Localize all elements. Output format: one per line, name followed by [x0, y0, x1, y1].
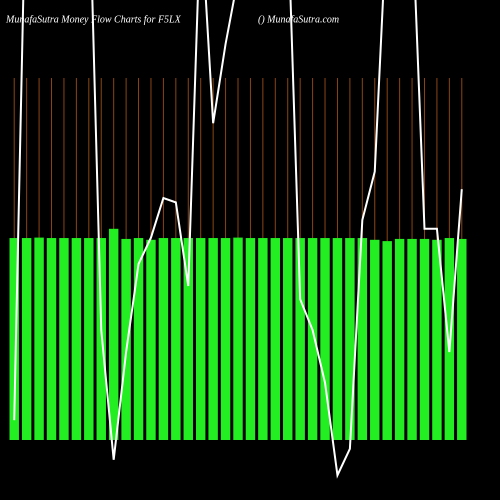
bar	[407, 238, 417, 440]
bar	[432, 239, 442, 440]
bar	[220, 238, 231, 440]
bar	[419, 238, 430, 440]
bar	[71, 238, 82, 440]
bar	[307, 238, 318, 440]
bar	[394, 238, 405, 440]
bar	[108, 228, 119, 440]
bar	[357, 238, 368, 440]
bar	[59, 238, 69, 440]
bar	[283, 238, 293, 440]
bar	[208, 238, 218, 440]
bar	[146, 239, 156, 440]
bar	[320, 238, 330, 440]
bar	[270, 238, 281, 440]
bar	[158, 238, 169, 440]
bar	[9, 238, 19, 440]
bar	[171, 238, 181, 440]
bar	[46, 238, 57, 440]
bar	[133, 238, 144, 440]
bar	[345, 238, 355, 440]
bar	[382, 241, 392, 440]
bar	[195, 238, 206, 440]
bar	[34, 237, 44, 440]
bar	[84, 238, 94, 440]
bar	[457, 238, 467, 440]
bar	[295, 238, 305, 440]
chart-subtitle: () MunafaSutra.com	[258, 14, 339, 25]
bar	[370, 239, 380, 440]
bar	[233, 237, 243, 440]
bar	[258, 238, 268, 440]
bar	[21, 238, 32, 440]
bar	[121, 238, 131, 440]
bar	[183, 238, 193, 440]
bar	[332, 238, 343, 440]
bar	[245, 238, 256, 440]
